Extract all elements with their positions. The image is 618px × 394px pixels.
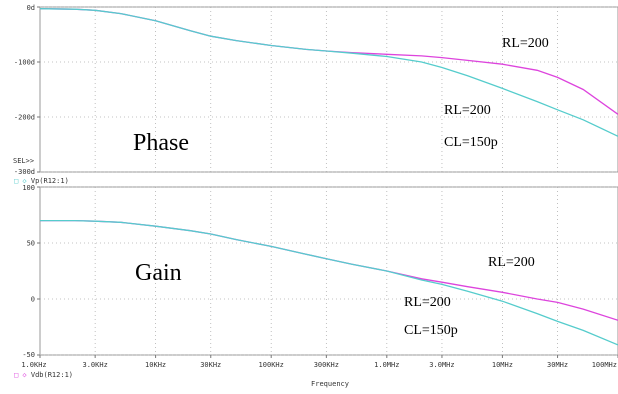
gain-annotation-rl-magenta: RL=200 [488,255,535,270]
x-tick-label: 3.0KHz [83,361,108,369]
phase-y-tick-label: 0d [27,4,35,12]
phase-y-ticks: 0d -100d -200d -300d [14,4,40,176]
x-tick-label: 10MHz [492,361,513,369]
gain-annotation-rl-cyan: RL=200 [404,295,451,310]
gain-trace-marker: □ ◇ [14,371,31,379]
gain-trace-name: Vdb(R12:1) [31,371,73,379]
gain-y-tick-label: 100 [22,184,35,192]
gain-x-ticks: 1.0KHz 3.0KHz 10KHz 30KHz 100KHz 300KHz 1.0MHz… [21,355,618,369]
gain-trace-label: □ ◇ Vdb(R12:1) [14,371,73,379]
gain-series-rl200-cl150p-line [40,219,618,346]
gain-y-tick-label: 0 [31,296,35,304]
phase-y-tick-label: -300d [14,168,35,176]
x-tick-label: 30KHz [200,361,221,369]
phase-annotation-cl: CL=150p [444,135,498,150]
phase-frame [39,6,618,173]
phase-trace-name: Vp(R12:1) [31,177,69,185]
gain-series [40,219,618,346]
gain-y-ticks: 100 50 0 -50 [22,184,40,359]
x-tick-label: 1.0MHz [374,361,399,369]
gain-y-tick-label: 50 [27,240,35,248]
x-tick-label: 10KHz [145,361,166,369]
phase-grid [40,6,618,173]
x-tick-label: 1.0KHz [21,361,46,369]
phase-trace-label: □ ◇ Vp(R12:1) [14,177,69,185]
x-tick-label: 100KHz [259,361,284,369]
gain-annotation-cl: CL=150p [404,323,458,338]
x-tick-label: 30MHz [547,361,568,369]
x-axis-label: Frequency [311,380,349,388]
phase-sel-label: SEL>> [13,157,34,165]
phase-y-tick-label: -200d [14,114,35,122]
phase-annotation-rl-magenta: RL=200 [502,36,549,51]
phase-series-rl200-line [39,8,618,115]
gain-title: Gain [135,260,182,286]
x-tick-label: 100MHz [592,361,617,369]
phase-annotation-rl-cyan: RL=200 [444,103,491,118]
gain-frame [39,186,618,356]
phase-y-tick-label: -100d [14,59,35,67]
gain-series-rl200-line [40,219,618,321]
x-tick-label: 300KHz [314,361,339,369]
gain-grid [40,186,618,356]
gain-y-tick-label: -50 [22,351,35,359]
phase-series [39,8,618,137]
phase-title: Phase [133,130,189,156]
phase-series-rl200-cl150p-line [39,8,618,137]
gain-panel: 100 50 0 -50 1.0KHz 3.0KHz 10KHz 30KHz 100KHz 30… [14,184,618,388]
phase-panel: 0d -100d -200d -300d Phase RL=200 RL=200 CL… [13,4,618,185]
x-tick-label: 3.0MHz [429,361,454,369]
phase-trace-marker: □ ◇ [14,177,31,185]
